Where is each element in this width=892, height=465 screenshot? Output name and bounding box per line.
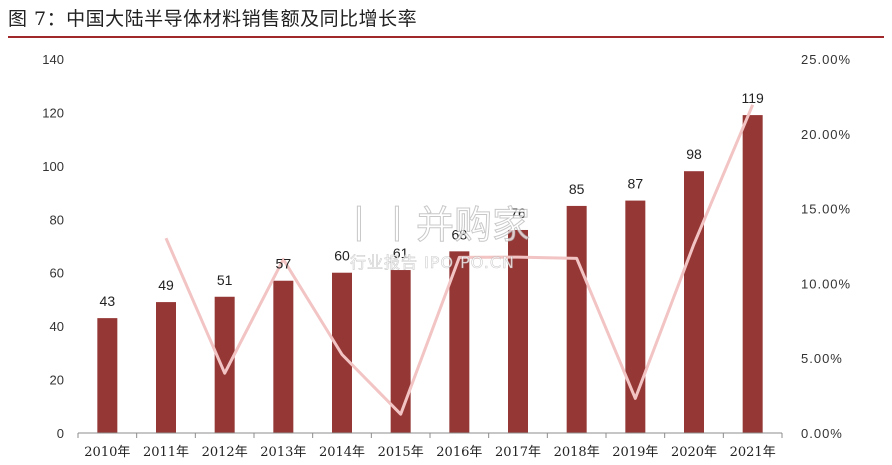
y-left-tick-label: 20	[50, 373, 64, 388]
bar	[97, 318, 118, 433]
y-left-tick-label: 40	[50, 319, 64, 334]
x-tick-label: 2012年	[202, 445, 248, 460]
x-tick-label: 2020年	[671, 445, 717, 460]
title-rule	[8, 36, 884, 38]
bar-series	[97, 115, 763, 433]
x-tick-label: 2013年	[260, 445, 306, 460]
bar	[390, 270, 411, 433]
y-left-tick-label: 140	[42, 52, 64, 67]
y-left-tick-label: 0	[57, 426, 64, 441]
x-tick-label: 2015年	[378, 445, 424, 460]
y-right-tick-label: 15.00%	[801, 202, 851, 217]
bar	[508, 229, 528, 433]
x-tick-label: 2018年	[554, 445, 600, 460]
y-right-tick-label: 10.00%	[801, 276, 851, 291]
bar-data-label: 76	[510, 205, 526, 221]
x-tick-label: 2017年	[495, 445, 541, 460]
watermark: 丨丨并购家 行业报告 IPO PO.CN	[340, 203, 531, 273]
y-left-tick-label: 100	[42, 159, 64, 174]
bar	[214, 296, 235, 433]
bar-data-label: 51	[217, 272, 233, 288]
x-tick-label: 2010年	[84, 445, 130, 460]
x-tick-label: 2019年	[612, 445, 658, 460]
bar-data-label: 85	[569, 181, 585, 197]
bar-data-label: 49	[158, 277, 174, 293]
bar-data-label: 68	[452, 226, 468, 242]
growth-line-series	[164, 104, 755, 416]
y-axis-left: 0 20 40 60 80 100 120 140	[42, 52, 64, 441]
figure-title: 图 7：中国大陆半导体材料销售额及同比增长率	[8, 8, 418, 30]
bar	[684, 171, 704, 433]
y-right-tick-label: 25.00%	[801, 52, 851, 67]
bar-data-label: 60	[334, 248, 350, 264]
bar-data-labels: 43 49 51 57 60 61 68 76 85 87 98 119	[100, 90, 764, 309]
x-tick-label: 2016年	[436, 445, 482, 460]
bar	[742, 115, 763, 433]
y-left-tick-label: 60	[50, 266, 64, 281]
y-left-tick-label: 80	[50, 212, 64, 227]
y-left-tick-label: 120	[42, 105, 64, 120]
x-axis: 2010年 2011年 2012年 2013年 2014年 2015年 2016年 2017年…	[77, 432, 783, 460]
bar-data-label: 61	[393, 245, 409, 261]
y-right-tick-label: 20.00%	[801, 127, 851, 142]
bar-data-label: 57	[276, 256, 292, 272]
x-tick-label: 2014年	[319, 445, 365, 460]
bar-data-label: 119	[742, 90, 765, 106]
bar	[273, 280, 294, 433]
bar	[449, 251, 470, 433]
y-right-tick-label: 5.00%	[801, 351, 843, 366]
watermark-main: 丨丨并购家	[340, 203, 530, 247]
bar-data-label: 43	[100, 293, 116, 309]
bar	[566, 205, 587, 433]
watermark-sub: 行业报告 IPO PO.CN	[350, 253, 515, 272]
y-axis-right: 0.00% 5.00% 10.00% 15.00% 20.00% 25.00%	[801, 52, 851, 441]
bar	[156, 302, 176, 433]
bar	[625, 200, 646, 433]
bar-data-label: 98	[686, 146, 702, 162]
x-tick-label: 2011年	[143, 445, 189, 460]
y-right-tick-label: 0.00%	[801, 426, 843, 441]
x-tick-label: 2021年	[730, 445, 776, 460]
growth-line	[164, 104, 755, 416]
bar-data-label: 87	[628, 176, 644, 192]
